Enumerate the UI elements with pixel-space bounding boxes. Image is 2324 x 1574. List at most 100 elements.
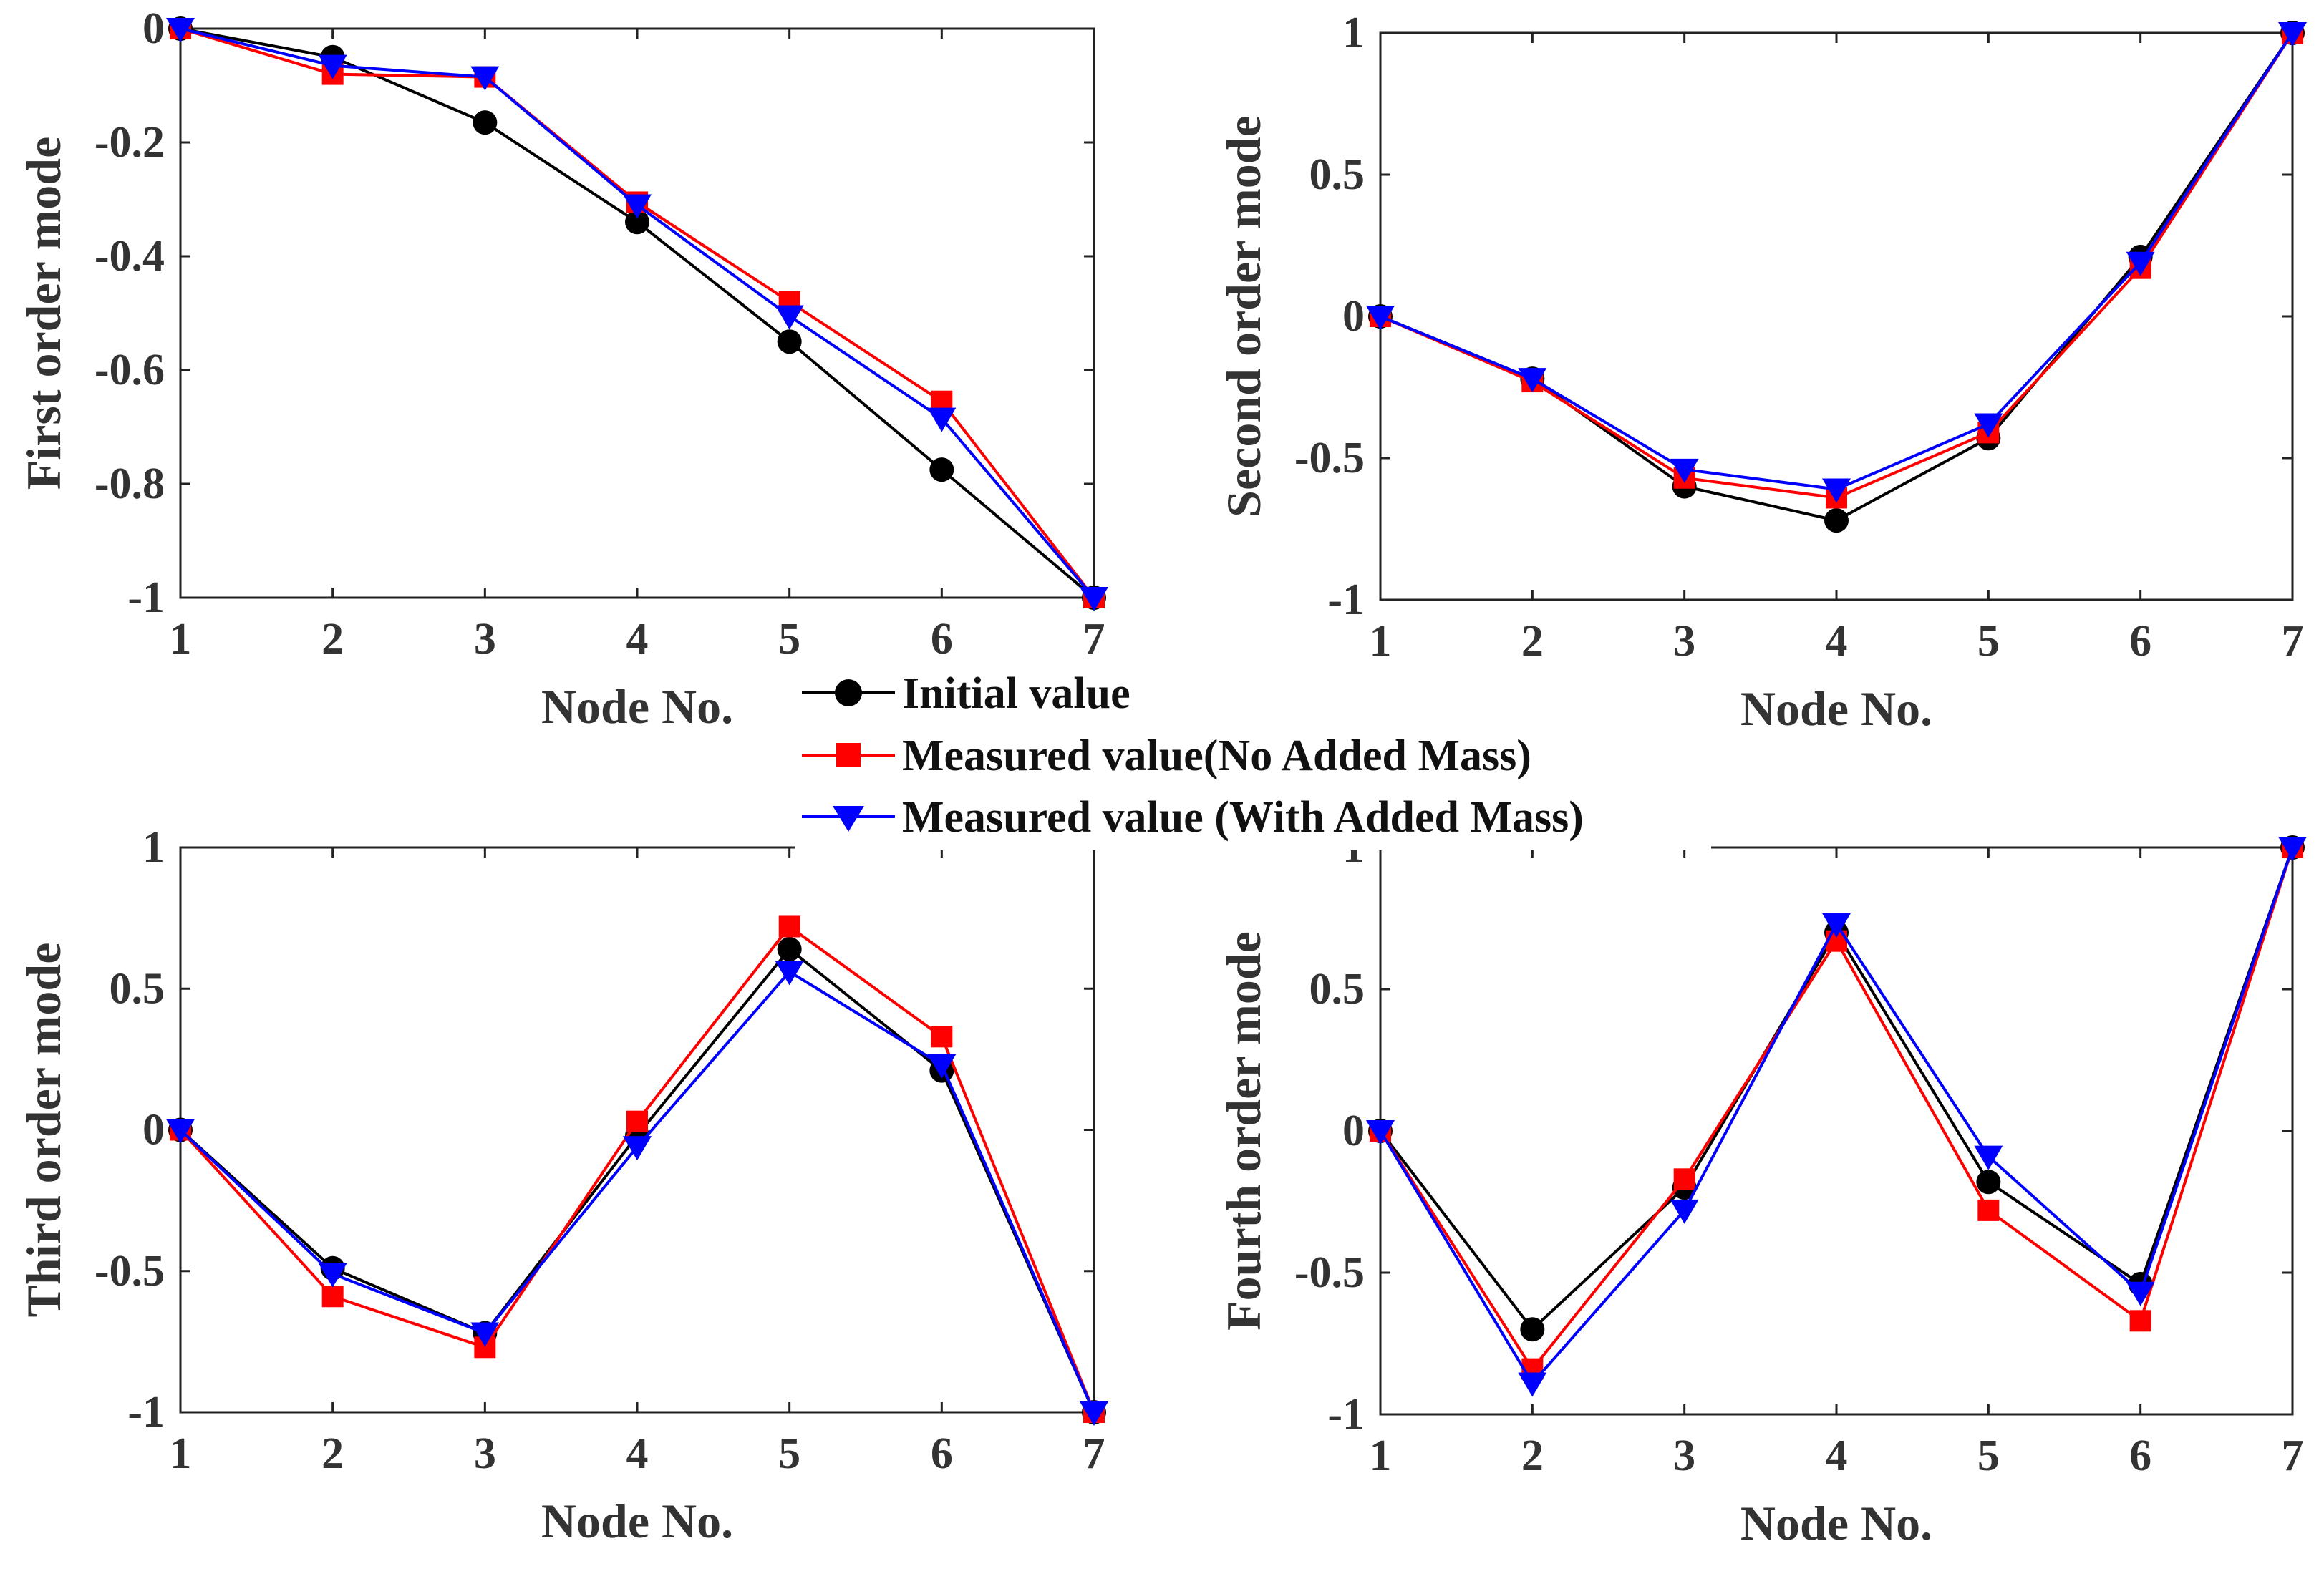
- x-tick-label: 4: [1826, 1432, 1848, 1480]
- data-point-measured-with-mass: [623, 194, 652, 219]
- x-tick-label: 1: [1370, 1432, 1392, 1480]
- data-point-measured-with-mass: [1366, 1120, 1395, 1145]
- x-tick-label: 6: [931, 1429, 953, 1478]
- legend-label-measured-no-mass: Measured value(No Added Mass): [902, 732, 1531, 780]
- data-point-initial: [929, 457, 954, 482]
- data-point-measured-with-mass: [2126, 251, 2155, 276]
- x-tick-label: 3: [1673, 1432, 1695, 1480]
- data-point-measured-with-mass: [1670, 458, 1699, 483]
- data-point-measured-no-mass: [626, 1110, 648, 1132]
- x-tick-label: 5: [1977, 1432, 2000, 1480]
- x-tick-label: 6: [2129, 617, 2151, 666]
- x-tick-label: 7: [1083, 615, 1105, 664]
- legend-box: [795, 657, 1711, 850]
- data-point-measured-with-mass: [470, 1322, 500, 1347]
- legend-marker-initial: [835, 679, 862, 706]
- y-tick-label: -0.2: [95, 118, 165, 167]
- y-tick-label: -0.8: [95, 460, 165, 508]
- subplots: 1 2 3 4 5 6 7 0 -0.2 -0.4 -0.6 -0.8 -1 Node No. First …: [16, 4, 2307, 1550]
- data-point-measured-no-mass: [931, 1026, 953, 1048]
- data-point-initial: [777, 329, 802, 354]
- data-point-measured-with-mass: [318, 1263, 347, 1288]
- data-point-measured-with-mass: [166, 1119, 195, 1144]
- data-point-measured-with-mass: [1080, 1401, 1108, 1426]
- data-point-measured-with-mass: [1974, 413, 2003, 438]
- y-tick-label: 0: [1342, 1107, 1365, 1155]
- x-tick-label: 6: [931, 615, 953, 664]
- subplot-third-order: 1 2 3 4 5 6 7 1 0.5 0 -0.5 -1 Node No. Third order mo…: [16, 823, 1108, 1548]
- data-point-measured-no-mass: [321, 1286, 344, 1308]
- x-tick-label: 2: [321, 615, 344, 664]
- data-point-measured-with-mass: [623, 1136, 652, 1161]
- x-tick-label: 1: [170, 615, 192, 664]
- data-point-measured-with-mass: [1366, 306, 1395, 330]
- data-point-measured-with-mass: [1974, 1145, 2003, 1170]
- x-tick-label: 3: [474, 615, 496, 664]
- x-tick-label: 1: [170, 1429, 192, 1478]
- x-tick-label: 4: [626, 615, 649, 664]
- data-point-initial: [1976, 1170, 2001, 1195]
- data-point-measured-with-mass: [775, 961, 804, 986]
- y-tick-label: -0.5: [95, 1247, 165, 1296]
- y-tick-label: -0.4: [95, 232, 165, 281]
- data-point-measured-with-mass: [1080, 587, 1108, 611]
- data-point-initial: [777, 937, 802, 962]
- data-point-initial: [1824, 508, 1849, 533]
- y-tick-label: -1: [1327, 1390, 1365, 1439]
- x-tick-label: 4: [1826, 617, 1848, 666]
- data-point-measured-with-mass: [1518, 368, 1547, 393]
- legend-entry-measured-no-mass: Measured value(No Added Mass): [802, 732, 1531, 780]
- subplot-first-order: 1 2 3 4 5 6 7 0 -0.2 -0.4 -0.6 -0.8 -1 Node No. First …: [16, 4, 1108, 734]
- data-point-measured-no-mass: [778, 915, 800, 938]
- data-point-measured-with-mass: [1518, 1372, 1547, 1397]
- data-point-measured-with-mass: [166, 18, 195, 42]
- y-tick-label: -1: [1327, 575, 1365, 624]
- y-tick-label: 0.5: [1309, 965, 1365, 1014]
- legend-entry-initial: Initial value: [802, 669, 1130, 718]
- y-tick-label: 1: [142, 823, 165, 872]
- y-axis-label: Second order mode: [1216, 115, 1271, 518]
- y-tick-label: 0: [1342, 292, 1365, 341]
- data-point-measured-with-mass: [775, 305, 804, 330]
- y-axis-label: Fourth order mode: [1216, 931, 1271, 1331]
- y-tick-label: -1: [127, 1388, 165, 1437]
- y-tick-label: 1: [1342, 9, 1365, 57]
- data-point-initial: [625, 210, 649, 235]
- y-axis-label: Third order mode: [16, 943, 71, 1318]
- y-tick-label: 0: [142, 4, 165, 53]
- x-tick-label: 7: [1083, 1429, 1105, 1478]
- y-tick-label: -1: [127, 573, 165, 622]
- x-tick-label: 2: [321, 1429, 344, 1478]
- data-point-measured-with-mass: [2126, 1281, 2155, 1306]
- data-point-measured-no-mass: [2129, 1310, 2151, 1332]
- legend-entry-measured-with-mass: Measured value (With Added Mass): [802, 793, 1584, 842]
- y-tick-label: -0.5: [1294, 1248, 1365, 1297]
- data-point-measured-with-mass: [927, 407, 957, 432]
- data-point-measured-with-mass: [1822, 913, 1851, 938]
- data-point-measured-with-mass: [470, 66, 500, 91]
- x-tick-label: 2: [1521, 1432, 1544, 1480]
- y-tick-label: -0.5: [1294, 434, 1365, 482]
- x-tick-label: 6: [2129, 1432, 2151, 1480]
- legend-label-measured-with-mass: Measured value (With Added Mass): [902, 793, 1584, 842]
- x-tick-label: 5: [778, 1429, 800, 1478]
- legend-marker-measured-no-mass: [836, 743, 861, 767]
- data-point-measured-with-mass: [1822, 478, 1851, 503]
- data-point-measured-no-mass: [1977, 1199, 2000, 1221]
- x-tick-label: 5: [778, 615, 800, 664]
- data-point-measured-with-mass: [318, 54, 347, 79]
- y-axis-label: First order mode: [16, 137, 71, 490]
- x-axis-label: Node No.: [541, 1494, 733, 1548]
- data-point-measured-with-mass: [927, 1054, 957, 1079]
- y-tick-label: 0.5: [110, 964, 165, 1013]
- legend-marker-measured-with-mass: [833, 806, 864, 832]
- y-tick-label: 0: [142, 1106, 165, 1155]
- legend-label-initial: Initial value: [902, 669, 1130, 718]
- x-axis-label: Node No.: [1740, 681, 1932, 736]
- data-point-measured-with-mass: [2278, 22, 2307, 47]
- x-axis-label: Node No.: [541, 679, 733, 734]
- y-tick-label: 0.5: [1309, 150, 1365, 199]
- data-point-measured-with-mass: [1670, 1199, 1699, 1224]
